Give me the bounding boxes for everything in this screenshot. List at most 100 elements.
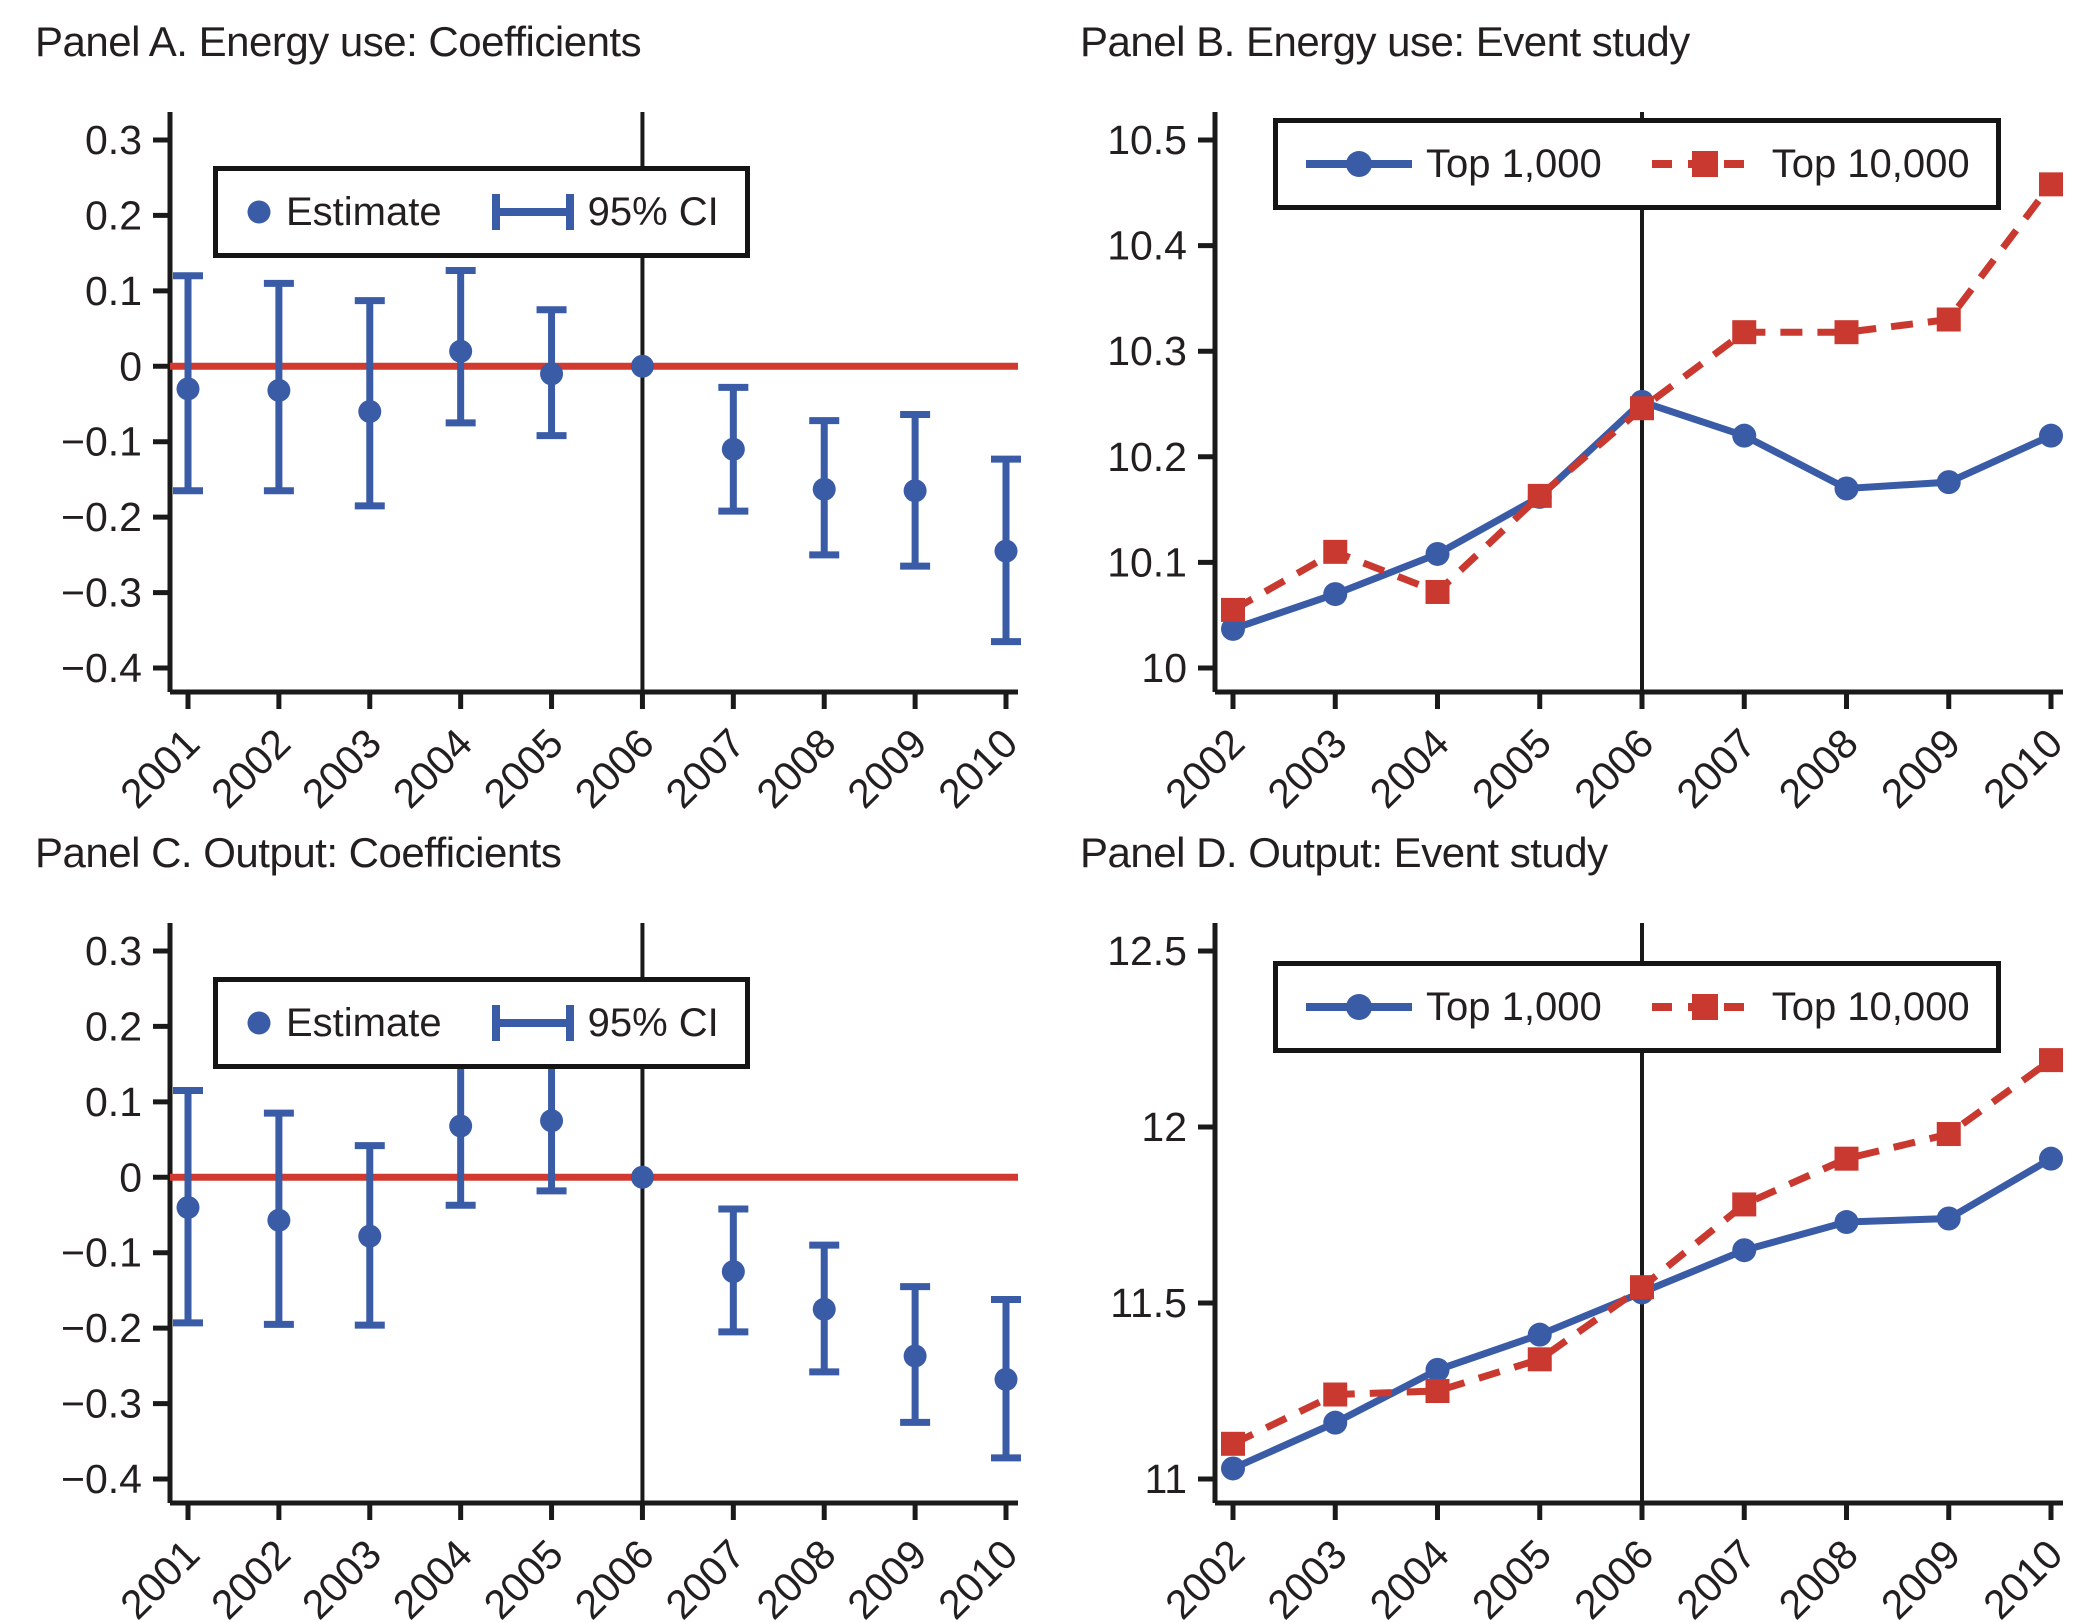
panel-a: Panel A. Energy use: Coefficients 0.3 0.2… (0, 0, 1045, 811)
data-point (1527, 483, 1552, 508)
confidence-intervals (173, 1044, 1021, 1462)
x-tick-label: 2005 (1463, 1531, 1560, 1622)
panel-c-title: Panel C. Output: Coefficients (35, 829, 562, 876)
y-tick-label: 0 (119, 343, 142, 389)
y-tick-label: 12 (1141, 1104, 1187, 1150)
data-point (1425, 579, 1450, 604)
x-tick-label: 2008 (748, 1531, 845, 1622)
ci-errorbar-icon (491, 1005, 574, 1041)
y-tick-label: −0.4 (61, 1456, 142, 1502)
series-top-10-000 (1221, 1048, 2063, 1456)
x-tick-label: 2010 (929, 720, 1026, 811)
y-tick-label: 11.5 (1110, 1280, 1187, 1326)
data-point (1323, 1410, 1348, 1435)
estimate-dot-icon (247, 200, 271, 224)
y-tick-label: −0.2 (61, 494, 142, 540)
y-tick-label: 10.1 (1107, 539, 1187, 585)
panel-c-plot: 0.30.20.10−0.1−0.2−0.3−0.420012002200320… (61, 923, 1026, 1622)
x-tick-label: 2004 (384, 1531, 481, 1622)
data-point (1732, 320, 1757, 345)
panel-d-legend: Top 1,000 Top 10,000 (1273, 961, 2001, 1053)
x-tick-label: 2008 (748, 720, 845, 811)
x-tick-label: 2006 (566, 720, 663, 811)
data-point (2039, 423, 2063, 448)
x-tick-label: 2004 (1361, 1531, 1458, 1622)
data-point (1630, 1275, 1654, 1300)
data-point (1732, 1238, 1757, 1263)
legend-label-top-10000: Top 10,000 (1771, 984, 1970, 1029)
y-tick-label: −0.1 (61, 1230, 142, 1276)
dashed-line-square-icon (1651, 994, 1758, 1020)
y-tick-label: 0.3 (85, 928, 142, 974)
data-point (2039, 172, 2063, 197)
data-point (1425, 1357, 1450, 1382)
ci-errorbar-icon (491, 194, 574, 230)
y-tick-label: 10 (1141, 645, 1187, 691)
x-tick-label: 2007 (1668, 720, 1765, 811)
data-point (449, 1114, 473, 1138)
data-point (267, 378, 291, 402)
data-point (1936, 470, 1961, 495)
x-tick-label: 2009 (838, 720, 935, 811)
data-point (2039, 1146, 2063, 1171)
data-point (267, 1208, 291, 1232)
legend-label-top-1000: Top 1,000 (1426, 141, 1602, 186)
x-tick-label: 2007 (657, 1531, 754, 1622)
data-point (1527, 1347, 1552, 1372)
panel-a-legend: Estimate 95% CI (213, 166, 750, 258)
solid-line-circle-icon (1306, 151, 1412, 177)
series-estimate (176, 1109, 1018, 1391)
axes (167, 112, 1018, 695)
y-tick-label: 0.2 (85, 192, 142, 238)
data-point (1936, 307, 1961, 332)
x-tick-label: 2006 (1565, 1531, 1662, 1622)
x-tick-label: 2009 (1872, 1531, 1969, 1622)
axes (1212, 112, 2063, 695)
legend-label-ci: 95% CI (587, 189, 719, 234)
x-tick-label: 2001 (111, 720, 208, 811)
x-tick-label: 2010 (1974, 1531, 2071, 1622)
x-tick-label: 2002 (202, 1531, 299, 1622)
legend-item-top-10000: Top 10,000 (1650, 985, 1970, 1030)
legend-label-top-10000: Top 10,000 (1771, 141, 1970, 186)
x-tick-label: 2003 (293, 720, 390, 811)
series-top-10-000 (1221, 172, 2063, 622)
panel-d-title: Panel D. Output: Event study (1080, 829, 1608, 876)
data-point (721, 437, 745, 461)
x-tick-label: 2005 (1463, 720, 1560, 811)
panel-c-legend: Estimate 95% CI (213, 977, 750, 1069)
data-point (1323, 539, 1348, 564)
legend-label-estimate: Estimate (286, 1000, 442, 1045)
data-point (449, 339, 473, 363)
data-point (1425, 1379, 1450, 1403)
x-tick-label: 2003 (1259, 720, 1356, 811)
data-point (358, 1224, 382, 1248)
x-tick-label: 2006 (566, 1531, 663, 1622)
y-tick-label: 10.2 (1107, 434, 1187, 480)
data-point (540, 1109, 564, 1133)
y-tick-label: 10.5 (1107, 117, 1187, 163)
data-point (1527, 1322, 1552, 1347)
data-point (1834, 1146, 1859, 1171)
data-point (1221, 597, 1245, 622)
y-tick-label: 10.4 (1107, 223, 1187, 269)
data-point (1323, 582, 1348, 607)
data-point (1936, 1122, 1961, 1147)
y-axis-ticks: 0.3 0.2 0.1 0 −0.1 −0.2 −0.3 −0.4 (61, 117, 170, 691)
solid-line-circle-icon (1306, 994, 1412, 1020)
legend-item-top-1000: Top 1,000 (1304, 985, 1602, 1030)
axes (1212, 923, 2063, 1506)
data-point (1732, 423, 1757, 448)
x-tick-label: 2002 (1156, 720, 1253, 811)
x-tick-label: 2002 (202, 720, 299, 811)
legend-label-top-1000: Top 1,000 (1426, 984, 1602, 1029)
estimate-dot-icon (247, 1011, 271, 1035)
legend-label-ci: 95% CI (587, 1000, 719, 1045)
x-tick-label: 2006 (1565, 720, 1662, 811)
legend-label-estimate: Estimate (286, 189, 442, 234)
y-tick-label: 0 (119, 1154, 142, 1200)
